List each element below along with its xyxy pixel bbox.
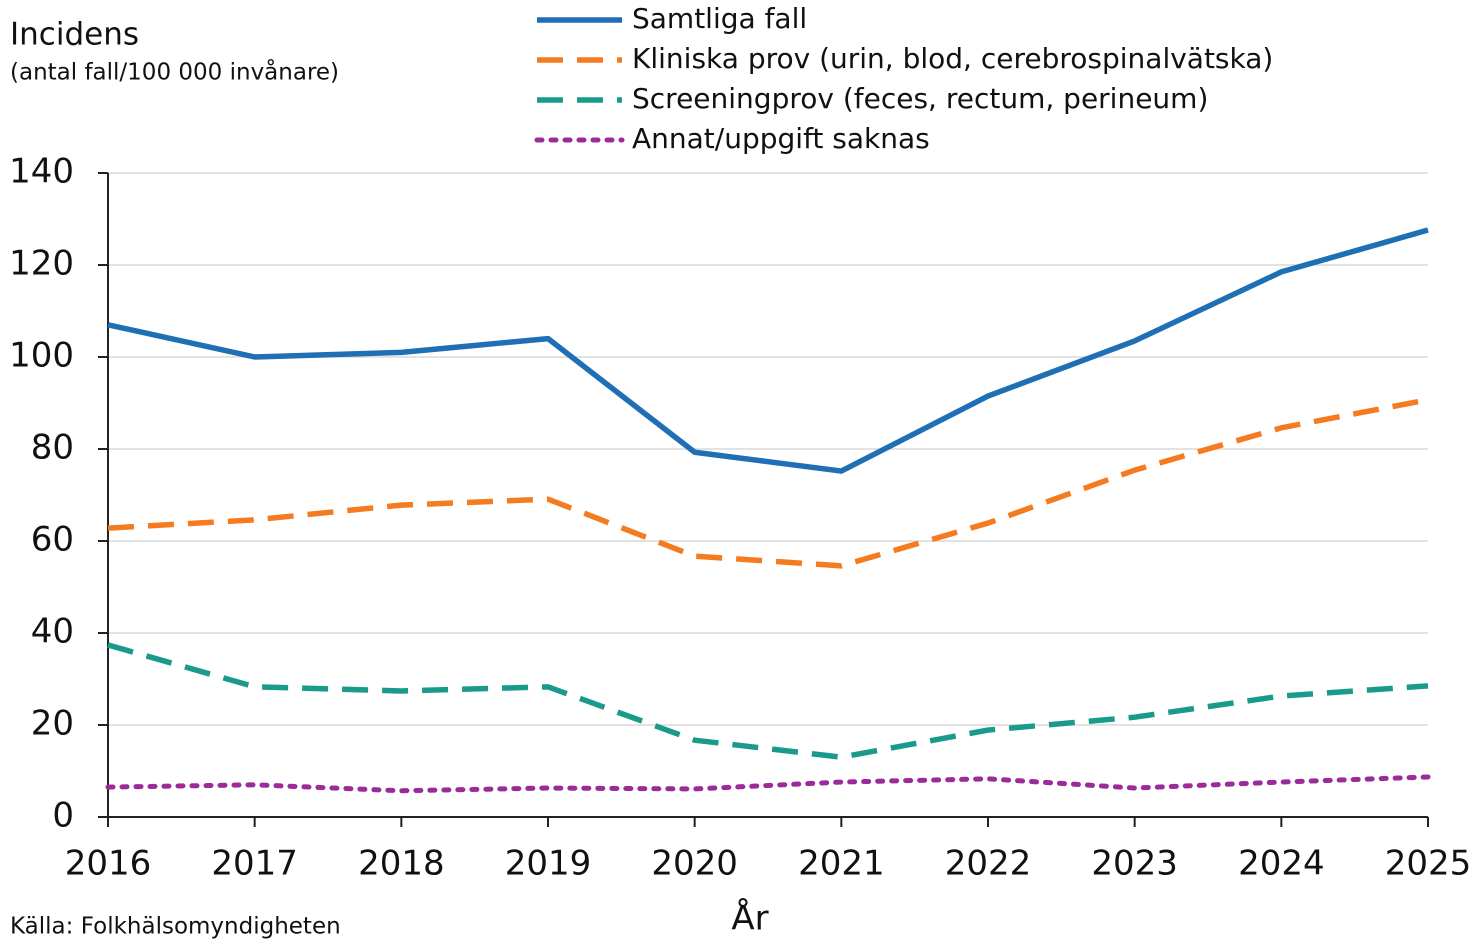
chart-title: Incidens <box>10 17 139 53</box>
legend-label: Annat/uppgift saknas <box>632 122 930 155</box>
y-tick-label: 40 <box>31 612 74 652</box>
x-axis-label: År <box>731 898 768 939</box>
y-tick-label: 80 <box>31 428 74 468</box>
data-line <box>107 397 1429 569</box>
y-tick-label: 60 <box>31 520 74 560</box>
x-tick-label: 2019 <box>505 844 592 884</box>
data-line <box>107 642 1429 760</box>
legend-label: Samtliga fall <box>632 2 807 35</box>
x-tick-label: 2016 <box>65 844 152 884</box>
x-tick-label: 2022 <box>945 844 1032 884</box>
data-line <box>105 774 1431 794</box>
legend-label: Kliniska prov (urin, blod, cerebrospinal… <box>632 42 1273 75</box>
x-tick-label: 2024 <box>1238 844 1325 884</box>
legend-label: Screeningprov (feces, rectum, perineum) <box>632 82 1208 115</box>
y-tick-label: 0 <box>52 796 74 836</box>
x-tick-label: 2017 <box>211 844 298 884</box>
x-tick-label: 2023 <box>1091 844 1178 884</box>
chart-subtitle: (antal fall/100 000 invånare) <box>10 58 339 86</box>
y-tick-label: 20 <box>31 704 74 744</box>
y-tick-label: 120 <box>9 244 74 284</box>
y-tick-label: 140 <box>9 152 74 192</box>
x-tick-label: 2025 <box>1385 844 1472 884</box>
data-line <box>107 227 1429 474</box>
x-tick-label: 2018 <box>358 844 445 884</box>
x-tick-label: 2020 <box>651 844 738 884</box>
y-tick-label: 100 <box>9 336 74 376</box>
source: Källa: Folkhälsomyndigheten <box>10 914 341 940</box>
x-tick-label: 2021 <box>798 844 885 884</box>
